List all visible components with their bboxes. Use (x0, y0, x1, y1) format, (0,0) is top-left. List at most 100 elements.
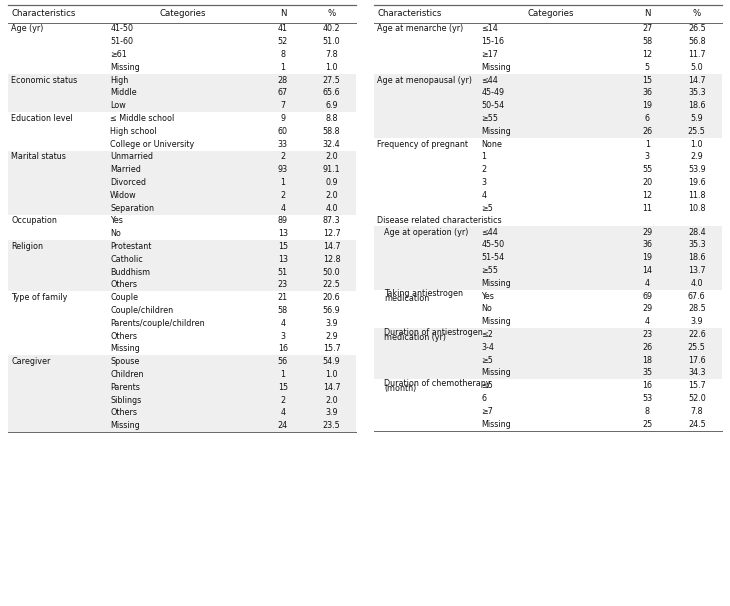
Bar (374, 251, 722, 264)
Bar (374, 290, 722, 302)
Text: 8.8: 8.8 (326, 114, 338, 123)
Bar (8, 342, 356, 355)
Bar (374, 163, 722, 176)
Text: 87.3: 87.3 (323, 216, 340, 225)
Text: ≥55: ≥55 (481, 114, 499, 123)
Text: 18.6: 18.6 (688, 253, 705, 262)
Text: Caregiver: Caregiver (11, 357, 50, 366)
Text: 41-50: 41-50 (110, 24, 133, 33)
Text: 58.8: 58.8 (323, 127, 340, 136)
Text: 15: 15 (642, 76, 652, 85)
Text: 89: 89 (278, 216, 288, 225)
Text: 15: 15 (278, 383, 288, 392)
Text: 19.6: 19.6 (688, 178, 706, 187)
Text: No: No (481, 304, 492, 313)
Text: 26: 26 (642, 343, 652, 352)
Text: 58: 58 (642, 37, 652, 46)
Text: 15-16: 15-16 (481, 37, 504, 46)
Text: Parents/couple/children: Parents/couple/children (110, 319, 205, 328)
Text: Characteristics: Characteristics (11, 9, 75, 18)
Text: 16: 16 (642, 381, 652, 390)
Bar (374, 35, 722, 48)
Bar (8, 215, 356, 227)
Text: Couple/children: Couple/children (110, 306, 173, 315)
Bar (374, 74, 722, 87)
Text: 55: 55 (642, 165, 653, 174)
Text: 51: 51 (278, 268, 288, 276)
Text: 2.0: 2.0 (326, 396, 338, 405)
Text: 41: 41 (278, 24, 288, 33)
Text: 4.0: 4.0 (691, 279, 703, 288)
Text: 3: 3 (481, 178, 486, 187)
Text: 53: 53 (642, 394, 652, 403)
Bar (374, 302, 722, 315)
Text: Education level: Education level (11, 114, 73, 123)
Text: Missing: Missing (481, 279, 511, 288)
Bar (8, 22, 356, 35)
Bar (8, 163, 356, 176)
Text: Missing: Missing (481, 420, 511, 428)
Bar (8, 317, 356, 330)
Bar (8, 330, 356, 342)
Text: No: No (110, 229, 121, 238)
Text: 3.9: 3.9 (691, 318, 703, 326)
Text: Characteristics: Characteristics (377, 9, 442, 18)
Text: ≤44: ≤44 (481, 228, 498, 237)
Bar (8, 138, 356, 150)
Text: 10.8: 10.8 (688, 204, 705, 213)
Text: High school: High school (110, 127, 157, 136)
Text: Missing: Missing (481, 368, 511, 378)
Text: 4.0: 4.0 (326, 204, 338, 213)
Bar (8, 176, 356, 189)
Bar (374, 264, 722, 277)
Text: 7.8: 7.8 (691, 407, 703, 416)
Text: Duration of chemotherapy: Duration of chemotherapy (384, 379, 491, 388)
Text: 56.9: 56.9 (323, 306, 340, 315)
Text: 40.2: 40.2 (323, 24, 340, 33)
Text: Economic status: Economic status (11, 76, 77, 85)
Text: Yes: Yes (481, 291, 494, 301)
Text: ≥5: ≥5 (481, 204, 493, 213)
Text: Taking antiestrogen: Taking antiestrogen (384, 289, 463, 298)
Bar (374, 125, 722, 138)
Text: 93: 93 (278, 165, 288, 174)
Text: Children: Children (110, 370, 144, 379)
Text: 8: 8 (645, 407, 650, 416)
Text: Age (yr): Age (yr) (11, 24, 43, 33)
Text: 13: 13 (278, 255, 288, 264)
Text: 1.0: 1.0 (326, 63, 338, 72)
Text: 23.5: 23.5 (323, 421, 340, 430)
Text: 3-4: 3-4 (481, 343, 494, 352)
Bar (374, 150, 722, 163)
Text: 56.8: 56.8 (688, 37, 706, 46)
Text: 23: 23 (642, 330, 652, 339)
Text: %: % (328, 9, 336, 18)
Text: 2.0: 2.0 (326, 152, 338, 161)
Bar (374, 226, 722, 239)
Bar (8, 99, 356, 112)
Text: 2: 2 (280, 191, 285, 200)
Text: Categories: Categories (160, 9, 206, 18)
Text: 56: 56 (278, 357, 288, 366)
Text: 4: 4 (280, 408, 285, 418)
Text: 15: 15 (278, 242, 288, 251)
Text: Others: Others (110, 331, 137, 341)
Text: 1.0: 1.0 (326, 370, 338, 379)
Text: 9: 9 (280, 114, 285, 123)
Text: 50-54: 50-54 (481, 101, 504, 110)
Text: 35.3: 35.3 (688, 241, 706, 250)
Text: College or University: College or University (110, 139, 194, 148)
Bar (374, 315, 722, 328)
Bar (8, 61, 356, 74)
Text: %: % (693, 9, 701, 18)
Text: 1: 1 (645, 139, 650, 148)
Text: 51-54: 51-54 (481, 253, 504, 262)
Text: ≥7: ≥7 (481, 407, 493, 416)
Bar (8, 48, 356, 61)
Text: ≤5: ≤5 (481, 381, 493, 390)
Text: 26.5: 26.5 (688, 24, 706, 33)
Text: 32.4: 32.4 (323, 139, 340, 148)
Bar (374, 22, 722, 35)
Text: 22.6: 22.6 (688, 330, 706, 339)
Text: ≥55: ≥55 (481, 266, 499, 275)
